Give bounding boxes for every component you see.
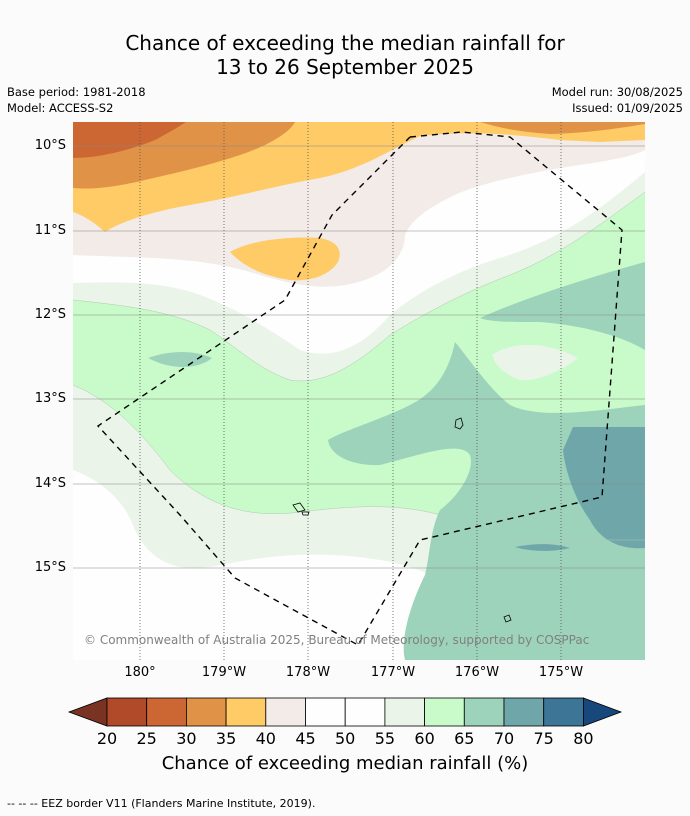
yellow-blob <box>230 237 340 281</box>
lon-label: 180° <box>124 665 156 680</box>
colorbar-tick-label: 30 <box>176 729 197 748</box>
colorbar-swatch <box>384 697 425 727</box>
colorbar-swatch <box>265 697 306 727</box>
lat-label: 14°S <box>34 476 66 491</box>
lat-label: 15°S <box>34 560 66 575</box>
issued-date: Issued: 01/09/2025 <box>572 101 683 115</box>
lat-label: 11°S <box>34 223 66 238</box>
lat-label: 12°S <box>34 307 66 322</box>
colorbar-tick-label: 45 <box>295 729 316 748</box>
colorbar-swatch <box>344 697 386 727</box>
teal-band-65-70 <box>328 342 645 660</box>
title-line-1: Chance of exceeding the median rainfall … <box>125 31 565 55</box>
white-region-southwest <box>73 520 125 630</box>
colorbar-tick-label: 60 <box>414 729 435 748</box>
colorbar-swatch <box>185 697 227 727</box>
island <box>503 614 512 623</box>
colorbar-extend-low <box>67 697 108 727</box>
meta-left: Base period: 1981-2018 Model: ACCESS-S2 <box>7 84 146 116</box>
lat-label: 10°S <box>34 138 66 153</box>
island <box>454 417 464 430</box>
contour-line <box>73 384 645 544</box>
island <box>301 511 310 516</box>
graticule <box>73 145 645 569</box>
model-name: Model: ACCESS-S2 <box>7 101 114 115</box>
colorbar-label: Chance of exceeding median rainfall (%) <box>161 753 529 774</box>
colorbar-swatch <box>225 697 267 727</box>
lon-label: 175°W <box>538 665 584 680</box>
map-title: Chance of exceeding the median rainfall … <box>0 31 690 79</box>
colorbar-swatch <box>106 697 148 727</box>
colorbar-swatch <box>503 697 545 727</box>
colorbar-tick-label: 75 <box>533 729 554 748</box>
model-run: Model run: 30/08/2025 <box>551 85 683 99</box>
colorbar-tick-label: 25 <box>136 729 157 748</box>
colorbar-tick-label: 55 <box>374 729 396 748</box>
pale-patch-east <box>492 344 578 381</box>
island <box>292 502 306 513</box>
lat-label: 13°S <box>34 391 66 406</box>
eez-footer-note: -- -- -- EEZ border V11 (Flanders Marine… <box>7 797 316 810</box>
meta-right: Model run: 30/08/2025 Issued: 01/09/2025 <box>552 84 683 116</box>
colorbar-tick-label: 50 <box>335 729 356 748</box>
teal-sliver <box>515 544 570 551</box>
colorbar-swatch <box>305 697 346 727</box>
lon-label: 177°W <box>370 665 416 680</box>
orange-band-northeast <box>480 122 645 134</box>
colorbar-tick-label: 80 <box>573 729 594 748</box>
title-line-2: 13 to 26 September 2025 <box>216 55 474 79</box>
colorbar-swatch <box>463 697 505 727</box>
colorbar-tick-label: 40 <box>255 729 276 748</box>
lon-label: 178°W <box>285 665 331 680</box>
colorbar-swatch <box>146 697 187 727</box>
colorbar-tick-label: 35 <box>215 729 237 748</box>
dark-orange-band-25-30 <box>73 122 186 158</box>
colorbar-swatch <box>424 697 465 727</box>
colorbar-swatch <box>543 697 584 727</box>
colorbar-tick-label: 65 <box>454 729 475 748</box>
copyright-notice: © Commonwealth of Australia 2025, Bureau… <box>84 633 590 647</box>
colorbar-tick-label: 20 <box>96 729 118 748</box>
colorbar-tick-label: 70 <box>493 729 515 748</box>
teal-patch-west <box>148 352 212 368</box>
teal-band-70-75 <box>563 427 645 549</box>
teal-patch-northeast <box>480 262 645 350</box>
contour-line <box>73 191 645 382</box>
lon-label: 176°W <box>454 665 500 680</box>
colorbar-extend-high <box>583 697 623 727</box>
eez-border <box>96 131 623 646</box>
lon-label: 179°W <box>201 665 247 680</box>
base-period: Base period: 1981-2018 <box>7 85 146 99</box>
